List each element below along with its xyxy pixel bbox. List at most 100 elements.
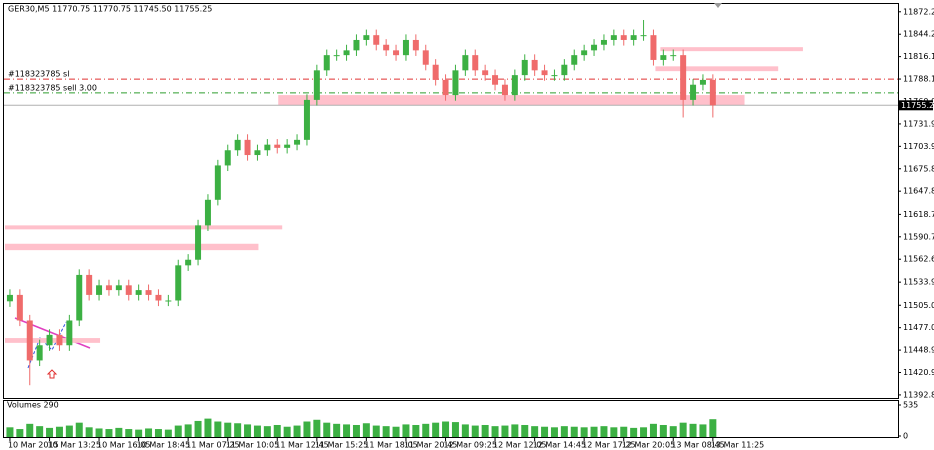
volume-bar	[659, 424, 667, 437]
candle-body	[313, 70, 320, 100]
candle-body	[422, 50, 429, 65]
candle-body	[699, 79, 706, 85]
volume-bar	[204, 418, 212, 437]
y-tick-label: 11448.95	[903, 346, 934, 355]
candle-body	[660, 55, 667, 60]
volume-bar	[95, 428, 103, 437]
candle-body	[135, 290, 142, 295]
candle-body	[581, 50, 588, 56]
volume-bar	[283, 426, 291, 437]
volume-bar	[491, 426, 499, 437]
zone	[660, 47, 803, 52]
candle-body	[600, 39, 607, 45]
volume-tick-label: 0	[903, 432, 908, 441]
x-tick-label: 11 Mar 12:45	[275, 441, 328, 450]
x-tick-label: 10 Mar 2015	[8, 441, 59, 450]
candle-body	[591, 44, 598, 51]
volume-bar	[75, 422, 83, 437]
candle-body	[501, 84, 508, 96]
candle-body	[204, 199, 211, 226]
candle-body	[125, 285, 132, 295]
volume-bar	[352, 424, 360, 437]
candle-body	[561, 64, 568, 76]
candle-body	[402, 39, 409, 56]
y-tick-label: 11816.15	[903, 52, 934, 61]
candle-body	[36, 345, 43, 361]
volume-bar	[343, 424, 351, 437]
candle-body	[521, 59, 528, 76]
y-tick-label: 11647.80	[903, 187, 934, 196]
zone	[5, 243, 259, 251]
volume-bar	[669, 426, 677, 437]
y-tick-label: 11533.95	[903, 278, 934, 287]
candle-body	[274, 144, 281, 148]
volume-bar	[392, 426, 400, 437]
candle-body	[442, 79, 449, 96]
volume-bar	[323, 422, 331, 437]
candle-body	[343, 50, 350, 56]
candle-body	[284, 144, 291, 148]
candle-body	[76, 274, 83, 321]
volume-bar	[85, 427, 93, 437]
volume-bar	[442, 421, 450, 437]
volume-bar	[570, 426, 578, 437]
candle-body	[165, 300, 172, 302]
volume-bar	[461, 424, 469, 437]
volume-bar	[709, 419, 717, 437]
candle-body	[571, 55, 578, 65]
x-tick-label: 10 Mar 16:05	[97, 441, 150, 450]
volume-bar	[471, 425, 479, 437]
volume-bar	[234, 423, 242, 437]
volume-bar	[699, 424, 707, 437]
y-tick-label: 11872.25	[903, 7, 934, 16]
volume-bar	[422, 423, 430, 437]
candle-body	[511, 75, 518, 96]
candle-body	[452, 70, 459, 96]
arrow-icon	[46, 369, 58, 379]
candle-body	[541, 70, 548, 76]
y-tick-label: 11562.65	[903, 255, 934, 264]
candle-body	[383, 44, 390, 51]
x-tick-label: 11 Mar 07:25	[186, 441, 239, 450]
candle-body	[650, 35, 657, 60]
volume-bar	[184, 424, 192, 437]
candle-body	[145, 290, 152, 295]
y-tick-label: 11675.85	[903, 164, 934, 173]
candle-body	[56, 334, 63, 346]
candle-body	[254, 150, 261, 156]
candle-body	[670, 55, 677, 57]
candle-body	[531, 59, 538, 71]
y-tick-label: 11618.75	[903, 210, 934, 219]
candle-body	[224, 150, 231, 166]
x-tick-label: 12 Mar 14:45	[533, 441, 586, 450]
candle-body	[482, 70, 489, 76]
x-tick-label: 11 Mar 20:45	[404, 441, 457, 450]
candle-body	[709, 79, 716, 106]
shift-marker	[714, 3, 722, 8]
candle-body	[264, 144, 271, 151]
candle-body	[105, 285, 112, 291]
volume-bar	[6, 427, 14, 437]
y-tick-label: 11731.95	[903, 119, 934, 128]
volume-bar	[521, 424, 529, 437]
pattern-line	[27, 321, 67, 369]
volume-bar	[244, 424, 252, 437]
zone	[655, 66, 779, 72]
volume-bar	[16, 429, 24, 437]
volume-bar	[550, 427, 558, 437]
volume-bar	[412, 424, 420, 437]
volume-bar	[333, 423, 341, 437]
volume-bar	[105, 429, 113, 437]
volume-bar	[531, 426, 539, 437]
candle-body	[46, 334, 53, 346]
y-tick-label: 11590.70	[903, 232, 934, 241]
x-tick-label: 10 Mar 13:25	[48, 441, 101, 450]
candle-body	[472, 55, 479, 71]
y-tick-label: 11420.90	[903, 368, 934, 377]
y-tick-label: 11392.85	[903, 390, 934, 399]
volume-bar	[164, 429, 172, 437]
volume-bar	[432, 422, 440, 437]
volume-bar	[402, 424, 410, 437]
x-tick-label: 11 Mar 18:05	[364, 441, 417, 450]
